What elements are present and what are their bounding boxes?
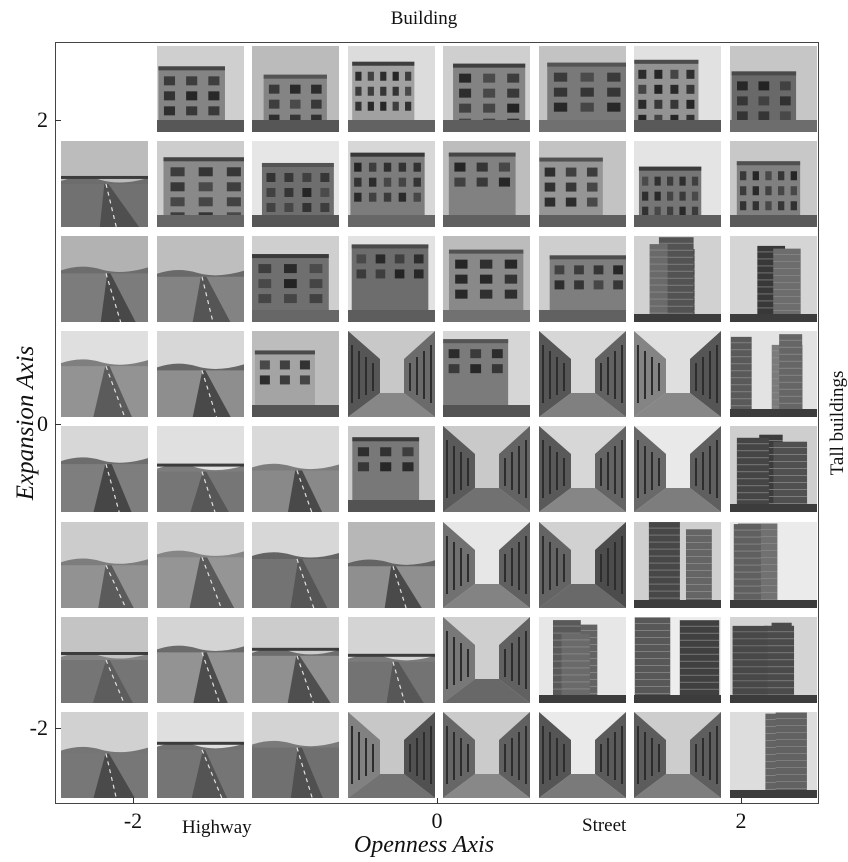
scene-thumbnail-building (538, 141, 626, 228)
y-tick-label-bottom: -2 (29, 715, 48, 740)
scene-thumbnail-building (347, 46, 435, 132)
scene-thumbnail-building (443, 236, 530, 323)
scene-thumbnail-building (634, 46, 721, 132)
x-tick-label-left: -2 (123, 808, 143, 833)
scene-thumbnail-tall (729, 236, 817, 323)
y-tick-mark-middle (55, 424, 61, 425)
y-tick-mark-top (55, 120, 61, 121)
x-tick-mark-right (741, 798, 742, 804)
x-tick-mark-left (133, 798, 134, 804)
scene-thumbnail-street (538, 426, 626, 513)
scene-thumbnail-building (729, 141, 817, 228)
scene-thumbnail-highway (61, 331, 148, 418)
y-tick-label-middle: 0 (37, 411, 48, 436)
x-axis-title: Openness Axis (353, 832, 495, 858)
street-annotation: Street (582, 815, 627, 836)
scene-thumbnail-highway (156, 616, 244, 703)
scene-thumbnail-highway (61, 711, 148, 798)
x-tick-label-right: 2 (735, 808, 747, 833)
scene-thumbnail-highway (252, 711, 339, 798)
scene-thumbnail-building (252, 46, 339, 132)
scene-thumbnail-building (443, 141, 530, 228)
scene-thumbnail-tall (634, 521, 721, 608)
scene-thumbnail-building (156, 141, 244, 228)
scene-thumbnail-highway (156, 426, 244, 513)
scene-thumbnail-tall (729, 711, 817, 798)
scene-thumbnail-building (347, 236, 435, 323)
scene-thumbnail-building (252, 141, 339, 228)
scene-thumbnail-building (347, 141, 435, 228)
scene-thumbnail-building (729, 46, 817, 132)
scene-thumbnail-highway (156, 236, 244, 323)
scene-thumbnail-highway (61, 426, 148, 513)
right-axis-label: Tall buildings (827, 370, 848, 476)
image-grid (61, 46, 817, 800)
scene-thumbnail-tall (538, 616, 626, 703)
scene-thumbnail-street (634, 331, 721, 418)
scene-thumbnail-building (156, 46, 244, 132)
scene-thumbnail-building (634, 141, 721, 228)
scene-thumbnail-tall (729, 616, 817, 703)
top-axis-label: Building (390, 8, 458, 29)
scene-thumbnail-highway (347, 616, 435, 703)
y-tick-mark-bottom (55, 728, 61, 729)
scene-thumbnail-building (538, 46, 626, 132)
scene-thumbnail-highway (252, 616, 339, 703)
scene-thumbnail-highway (61, 141, 148, 228)
highway-annotation: Highway (182, 817, 252, 838)
scene-thumbnail-tall (729, 426, 817, 513)
scene-thumbnail-building (538, 236, 626, 323)
scene-thumbnail-street (443, 426, 530, 513)
scene-thumbnail-building (443, 331, 530, 418)
scene-thumbnail-street (347, 331, 435, 418)
scene-thumbnail-street (443, 616, 530, 703)
scene-thumbnail-street (443, 711, 530, 798)
scene-thumbnail-highway (61, 236, 148, 323)
scene-thumbnail-highway (347, 521, 435, 608)
scene-thumbnail-highway (156, 521, 244, 608)
scene-thumbnail-street (538, 711, 626, 798)
scene-thumbnail-tall (729, 331, 817, 418)
scene-thumbnail-highway (61, 521, 148, 608)
x-tick-label-center: 0 (431, 808, 443, 833)
scene-thumbnail-building (443, 46, 530, 132)
scene-thumbnail-street (538, 521, 626, 608)
scene-thumbnail-street (538, 331, 626, 418)
scene-thumbnail-highway (156, 711, 244, 798)
scene-thumbnail-building (252, 236, 339, 323)
scene-thumbnail-tall (634, 236, 721, 323)
scene-thumbnail-street (634, 711, 721, 798)
scene-thumbnail-highway (61, 616, 148, 703)
scene-thumbnail-tall (634, 616, 721, 703)
scene-thumbnail-tall (729, 521, 817, 608)
scene-thumbnail-street (443, 521, 530, 608)
scene-thumbnail-building (347, 426, 435, 513)
scene-thumbnail-highway (156, 331, 244, 418)
scene-thumbnail-street (634, 426, 721, 513)
scene-thumbnail-highway (252, 426, 339, 513)
scene-thumbnail-highway (252, 521, 339, 608)
y-tick-label-top: 2 (37, 107, 48, 132)
x-tick-mark-center (437, 798, 438, 804)
y-axis-title: Expansion Axis (12, 345, 39, 501)
scene-thumbnail-building (252, 331, 339, 418)
scene-thumbnail-street (347, 711, 435, 798)
